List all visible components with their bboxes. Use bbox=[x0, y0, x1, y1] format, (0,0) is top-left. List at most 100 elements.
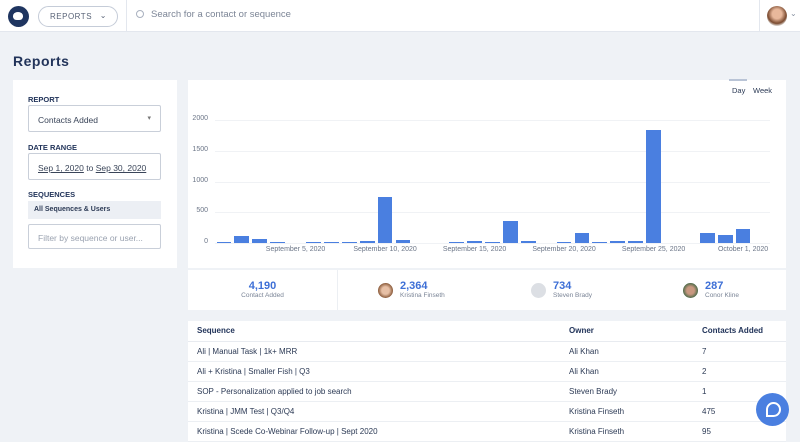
y-tick-label: 500 bbox=[196, 207, 208, 215]
filters-panel: REPORT Contacts Added ▾ DATE RANGE Sep 1,… bbox=[13, 80, 177, 268]
bar bbox=[485, 241, 500, 243]
search-input[interactable]: Search for a contact or sequence bbox=[136, 9, 291, 20]
chart-panel bbox=[188, 80, 786, 268]
day-active-indicator bbox=[729, 79, 747, 81]
search-icon bbox=[136, 10, 144, 18]
report-value: Contacts Added bbox=[38, 115, 99, 125]
stat-user: 2,364 Kristina Finseth bbox=[400, 280, 445, 299]
stat-label: Steven Brady bbox=[553, 292, 593, 299]
sequence-cell: Ali + Kristina | Smaller Fish | Q3 bbox=[188, 361, 560, 382]
count-cell: 2 bbox=[693, 361, 786, 382]
stat-value: 734 bbox=[553, 280, 572, 292]
top-bar: REPORTS ⌄ Search for a contact or sequenc… bbox=[0, 0, 800, 32]
x-tick-label: September 10, 2020 bbox=[353, 246, 417, 253]
owner-cell: Kristina Finseth bbox=[560, 401, 693, 422]
y-tick-label: 2000 bbox=[192, 115, 208, 122]
sequence-cell: Kristina | JMM Test | Q3/Q4 bbox=[188, 401, 560, 422]
date-to[interactable]: Sep 30, 2020 bbox=[95, 163, 147, 173]
reports-nav-dropdown[interactable]: REPORTS ⌄ bbox=[38, 6, 118, 27]
logo-icon[interactable] bbox=[8, 6, 29, 27]
gridline bbox=[215, 212, 770, 214]
table-header: Sequence Owner Contacts Added bbox=[188, 321, 786, 342]
bar bbox=[467, 240, 482, 243]
stat-user: 734 Steven Brady bbox=[553, 280, 592, 299]
bar bbox=[610, 240, 626, 243]
stat-label: Kristina Finseth bbox=[400, 292, 445, 299]
bar bbox=[359, 240, 375, 243]
page-title: Reports bbox=[13, 53, 70, 69]
bar bbox=[592, 241, 608, 243]
bar bbox=[628, 241, 644, 243]
owner-cell: Ali Khan bbox=[560, 361, 693, 382]
stat-label: Conor Kline bbox=[705, 292, 739, 299]
count-cell: 7 bbox=[693, 341, 786, 362]
x-tick-label: September 25, 2020 bbox=[621, 246, 686, 253]
bar bbox=[556, 241, 572, 243]
bar bbox=[717, 235, 733, 243]
bar bbox=[502, 221, 518, 243]
date-to-word: to bbox=[86, 163, 94, 173]
x-tick-label: October 1, 2020 bbox=[717, 246, 769, 253]
divider bbox=[759, 0, 760, 32]
gridline bbox=[215, 181, 770, 183]
chat-help-button[interactable] bbox=[756, 393, 789, 426]
bar bbox=[341, 241, 357, 243]
avatar bbox=[531, 283, 546, 298]
col-contacts-added[interactable]: Contacts Added bbox=[693, 321, 786, 342]
stat-user: 287 Conor Kline bbox=[705, 280, 739, 299]
col-sequence[interactable]: Sequence bbox=[188, 321, 560, 342]
bar bbox=[306, 241, 321, 243]
y-tick-label: 1000 bbox=[192, 176, 208, 184]
all-sequences-chip[interactable]: All Sequences & Users bbox=[28, 201, 161, 219]
owner-cell: Steven Brady bbox=[560, 381, 693, 402]
stat-value: 2,364 bbox=[400, 280, 428, 292]
gridline bbox=[215, 150, 770, 152]
bar bbox=[520, 241, 536, 243]
table-row[interactable]: Ali + Kristina | Smaller Fish | Q3 Ali Kh… bbox=[188, 361, 786, 382]
user-avatar[interactable] bbox=[767, 6, 787, 26]
x-tick-label: September 5, 2020 bbox=[265, 246, 326, 253]
date-from[interactable]: Sep 1, 2020 bbox=[38, 163, 84, 173]
bar bbox=[377, 196, 393, 243]
y-tick-label: 0 bbox=[204, 238, 208, 245]
stat-value: 287 bbox=[705, 280, 724, 292]
table-row[interactable]: SOP - Personalization applied to job sea… bbox=[188, 381, 786, 402]
caret-down-icon: ▾ bbox=[147, 115, 151, 122]
y-tick-label: 1500 bbox=[192, 145, 208, 153]
bar bbox=[252, 239, 268, 243]
bar bbox=[735, 229, 751, 243]
chevron-down-icon: ⌄ bbox=[99, 11, 107, 20]
avatar bbox=[378, 283, 393, 298]
stat-label: Contact Added bbox=[241, 292, 284, 299]
search-placeholder: Search for a contact or sequence bbox=[151, 9, 291, 20]
bar bbox=[270, 241, 286, 243]
sequence-filter-input[interactable]: Filter by sequence or user... bbox=[28, 224, 161, 249]
chevron-down-icon[interactable]: ⌄ bbox=[790, 9, 797, 18]
toggle-day[interactable]: Day bbox=[732, 86, 746, 95]
col-owner[interactable]: Owner bbox=[560, 321, 693, 342]
bar bbox=[216, 241, 232, 243]
report-select[interactable]: Contacts Added ▾ bbox=[28, 105, 161, 132]
report-label: REPORT bbox=[28, 95, 60, 104]
bar bbox=[323, 241, 339, 243]
bar bbox=[699, 232, 715, 243]
sequence-cell: SOP - Personalization applied to job sea… bbox=[188, 381, 560, 402]
toggle-week[interactable]: Week bbox=[753, 86, 773, 95]
divider bbox=[126, 0, 127, 32]
table-row[interactable]: Kristina | JMM Test | Q3/Q4 Kristina Fins… bbox=[188, 401, 786, 422]
reports-nav-label: REPORTS bbox=[50, 12, 93, 21]
bar bbox=[449, 241, 465, 243]
bar bbox=[646, 129, 661, 243]
owner-cell: Ali Khan bbox=[560, 341, 693, 362]
sequences-table: Sequence Owner Contacts Added Ali | Manu… bbox=[188, 321, 786, 442]
table-row[interactable]: Ali | Manual Task | 1k+ MRR Ali Khan 7 bbox=[188, 341, 786, 362]
bar bbox=[395, 240, 411, 243]
sequence-cell: Ali | Manual Task | 1k+ MRR bbox=[188, 341, 560, 362]
stat-total: 4,190 Contact Added bbox=[188, 280, 337, 299]
x-tick-label: September 20, 2020 bbox=[532, 246, 596, 253]
table-row[interactable]: Kristina | Scede Co-Webinar Follow-up | … bbox=[188, 421, 786, 442]
sequences-label: SEQUENCES bbox=[28, 190, 76, 199]
avatar bbox=[683, 283, 698, 298]
date-range-label: DATE RANGE bbox=[28, 143, 78, 152]
date-range-field: Sep 1, 2020 to Sep 30, 2020 bbox=[28, 153, 161, 180]
